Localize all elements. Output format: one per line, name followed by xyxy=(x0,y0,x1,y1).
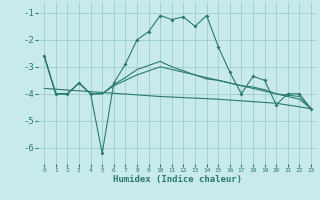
X-axis label: Humidex (Indice chaleur): Humidex (Indice chaleur) xyxy=(113,175,242,184)
